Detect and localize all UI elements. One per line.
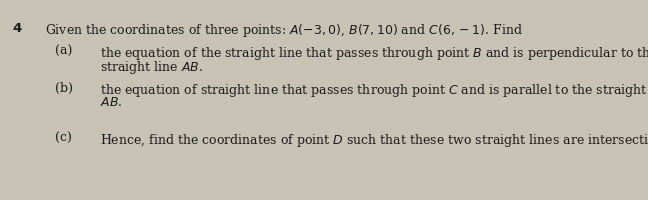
Text: Given the coordinates of three points: $A(-3, 0)$, $B(7, 10)$ and $C(6, -1)$. Fi: Given the coordinates of three points: $… [45, 22, 523, 39]
Text: the equation of the straight line that passes through point $B$ and is perpendic: the equation of the straight line that p… [100, 45, 648, 62]
Text: (a): (a) [55, 45, 73, 58]
Text: Hence, find the coordinates of point $D$ such that these two straight lines are : Hence, find the coordinates of point $D$… [100, 132, 648, 149]
Text: (b): (b) [55, 82, 73, 95]
Text: $AB$.: $AB$. [100, 96, 122, 109]
Text: straight line $AB$.: straight line $AB$. [100, 59, 203, 76]
Text: 4: 4 [12, 22, 21, 35]
Text: the equation of straight line that passes through point $C$ and is parallel to t: the equation of straight line that passe… [100, 82, 648, 99]
Text: (c): (c) [55, 132, 72, 145]
